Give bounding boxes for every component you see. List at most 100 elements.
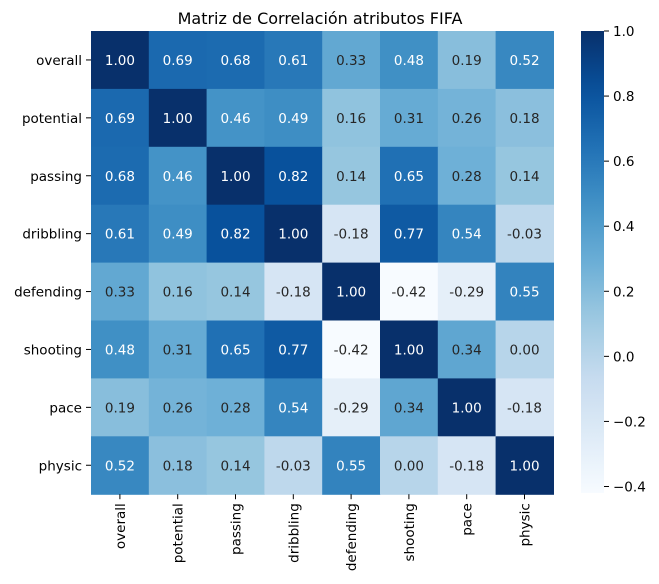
x-tick-label-defending: defending [344,503,360,571]
y-tick-label-shooting: shooting [24,342,82,358]
heatmap-cell-overall-shooting [380,31,439,90]
heatmap-cell-dribbling-dribbling [264,204,323,264]
cell-value-label: 1.00 [163,111,193,127]
cell-value-label: 0.14 [220,458,250,474]
cell-value-label: 0.69 [163,53,193,69]
x-tick-label-shooting: shooting [402,503,418,561]
colorbar-tick-label: 0.0 [613,349,634,365]
cell-value-label: 0.14 [509,169,539,185]
heatmap-cell-overall-potential [148,31,208,90]
heatmap-cell-physic-overall [91,436,150,495]
cell-value-label: 0.49 [278,111,308,127]
cell-value-label: 0.33 [105,285,135,301]
colorbar-tick-label: 0.2 [613,284,634,300]
heatmap-cell-pace-pace [437,378,497,437]
heatmap-cell-overall-dribbling [264,31,323,90]
heatmap-cell-pace-physic [495,378,554,437]
heatmap-cell-dribbling-overall [91,204,150,264]
cell-value-label: 0.65 [220,342,250,358]
colorbar-tick-label: −0.4 [613,479,646,495]
cell-value-label: -0.03 [507,227,542,243]
cell-value-label: 0.19 [105,400,135,416]
cell-value-label: 0.52 [509,53,539,69]
colorbar-tick-label: 1.0 [613,24,634,40]
heatmap-cell-potential-dribbling [264,88,323,148]
x-tick-label-passing: passing [229,503,245,555]
y-tick-label-overall: overall [36,53,82,69]
cell-value-label: 0.52 [105,458,135,474]
heatmap-cell-shooting-shooting [380,320,439,379]
cell-value-label: -0.18 [507,400,542,416]
cell-value-label: 0.48 [105,342,135,358]
heatmap-cell-passing-dribbling [264,146,323,206]
heatmap-cell-shooting-dribbling [264,320,323,379]
cell-value-label: 0.16 [163,285,193,301]
heatmap-cell-passing-potential [148,146,208,206]
cell-value-label: 0.33 [336,53,366,69]
cell-value-label: 0.82 [220,227,250,243]
cell-value-label: 0.46 [163,169,193,185]
cell-value-label: 0.48 [394,53,424,69]
cell-value-label: 0.55 [509,285,539,301]
heatmap-cell-pace-passing [206,378,265,437]
x-axis: overall potential passing dribbling defendin… [113,494,534,571]
heatmap-cell-dribbling-passing [206,204,265,264]
colorbar-tick-label: 0.4 [613,219,634,235]
heatmap-cell-potential-passing [206,88,265,148]
cell-value-label: 0.18 [509,111,539,127]
cell-value-label: 0.54 [278,400,308,416]
cell-value-label: 0.55 [336,458,366,474]
cell-value-label: 0.26 [163,400,193,416]
heatmap-cell-potential-defending [322,88,381,148]
heatmap-cell-shooting-defending [322,320,381,379]
cell-value-label: 0.61 [105,227,135,243]
cell-value-label: 0.49 [163,227,193,243]
cell-value-label: 1.00 [509,458,539,474]
cell-value-label: 0.19 [452,53,482,69]
cell-value-label: -0.29 [449,285,484,301]
cell-value-label: 0.18 [163,458,193,474]
x-tick-label-dribbling: dribbling [286,503,302,563]
heatmap-cell-defending-physic [495,262,554,322]
cell-value-label: 0.77 [394,227,424,243]
heatmap-cell-dribbling-shooting [380,204,439,264]
heatmap-cell-defending-overall [91,262,150,322]
heatmap-cell-shooting-overall [91,320,150,379]
cell-value-label: -0.18 [276,285,311,301]
chart-title: Matriz de Correlación atributos FIFA [178,9,463,28]
heatmap-cell-defending-dribbling [264,262,323,322]
heatmap-cell-dribbling-defending [322,204,381,264]
y-axis: overall potential passing dribbling defendin… [14,53,91,474]
cell-value-label: 1.00 [336,285,366,301]
cell-value-label: 0.34 [394,400,424,416]
heatmap-cell-defending-shooting [380,262,439,322]
cell-value-label: -0.18 [334,227,369,243]
y-tick-label-physic: physic [39,458,82,474]
cell-value-label: 1.00 [105,53,135,69]
cell-value-label: 1.00 [394,342,424,358]
cell-value-label: 0.61 [278,53,308,69]
cell-value-label: 0.28 [452,169,482,185]
y-tick-label-dribbling: dribbling [22,227,82,243]
colorbar-tick-label: −0.2 [613,414,646,430]
heatmap-cell-pace-potential [148,378,208,437]
cell-value-label: 0.54 [452,227,482,243]
heatmap-cell-defending-defending [322,262,381,322]
heatmap-cell-physic-pace [437,436,497,495]
cell-value-label: 0.31 [163,342,193,358]
y-tick-label-pace: pace [49,400,82,416]
heatmap-cell-physic-shooting [380,436,439,495]
cell-value-label: 0.68 [220,53,250,69]
colorbar-gradient [581,31,604,493]
heatmap-cell-pace-shooting [380,378,439,437]
cell-value-label: 0.34 [452,342,482,358]
heatmap-cell-dribbling-pace [437,204,497,264]
heatmap-cell-potential-overall [91,88,150,148]
cell-value-label: 0.14 [220,285,250,301]
heatmap-cell-overall-overall [91,31,150,90]
heatmap-cell-overall-physic [495,31,554,90]
cell-value-label: -0.42 [391,285,426,301]
y-tick-label-defending: defending [14,285,82,301]
colorbar-tick-label: 0.6 [613,154,634,170]
